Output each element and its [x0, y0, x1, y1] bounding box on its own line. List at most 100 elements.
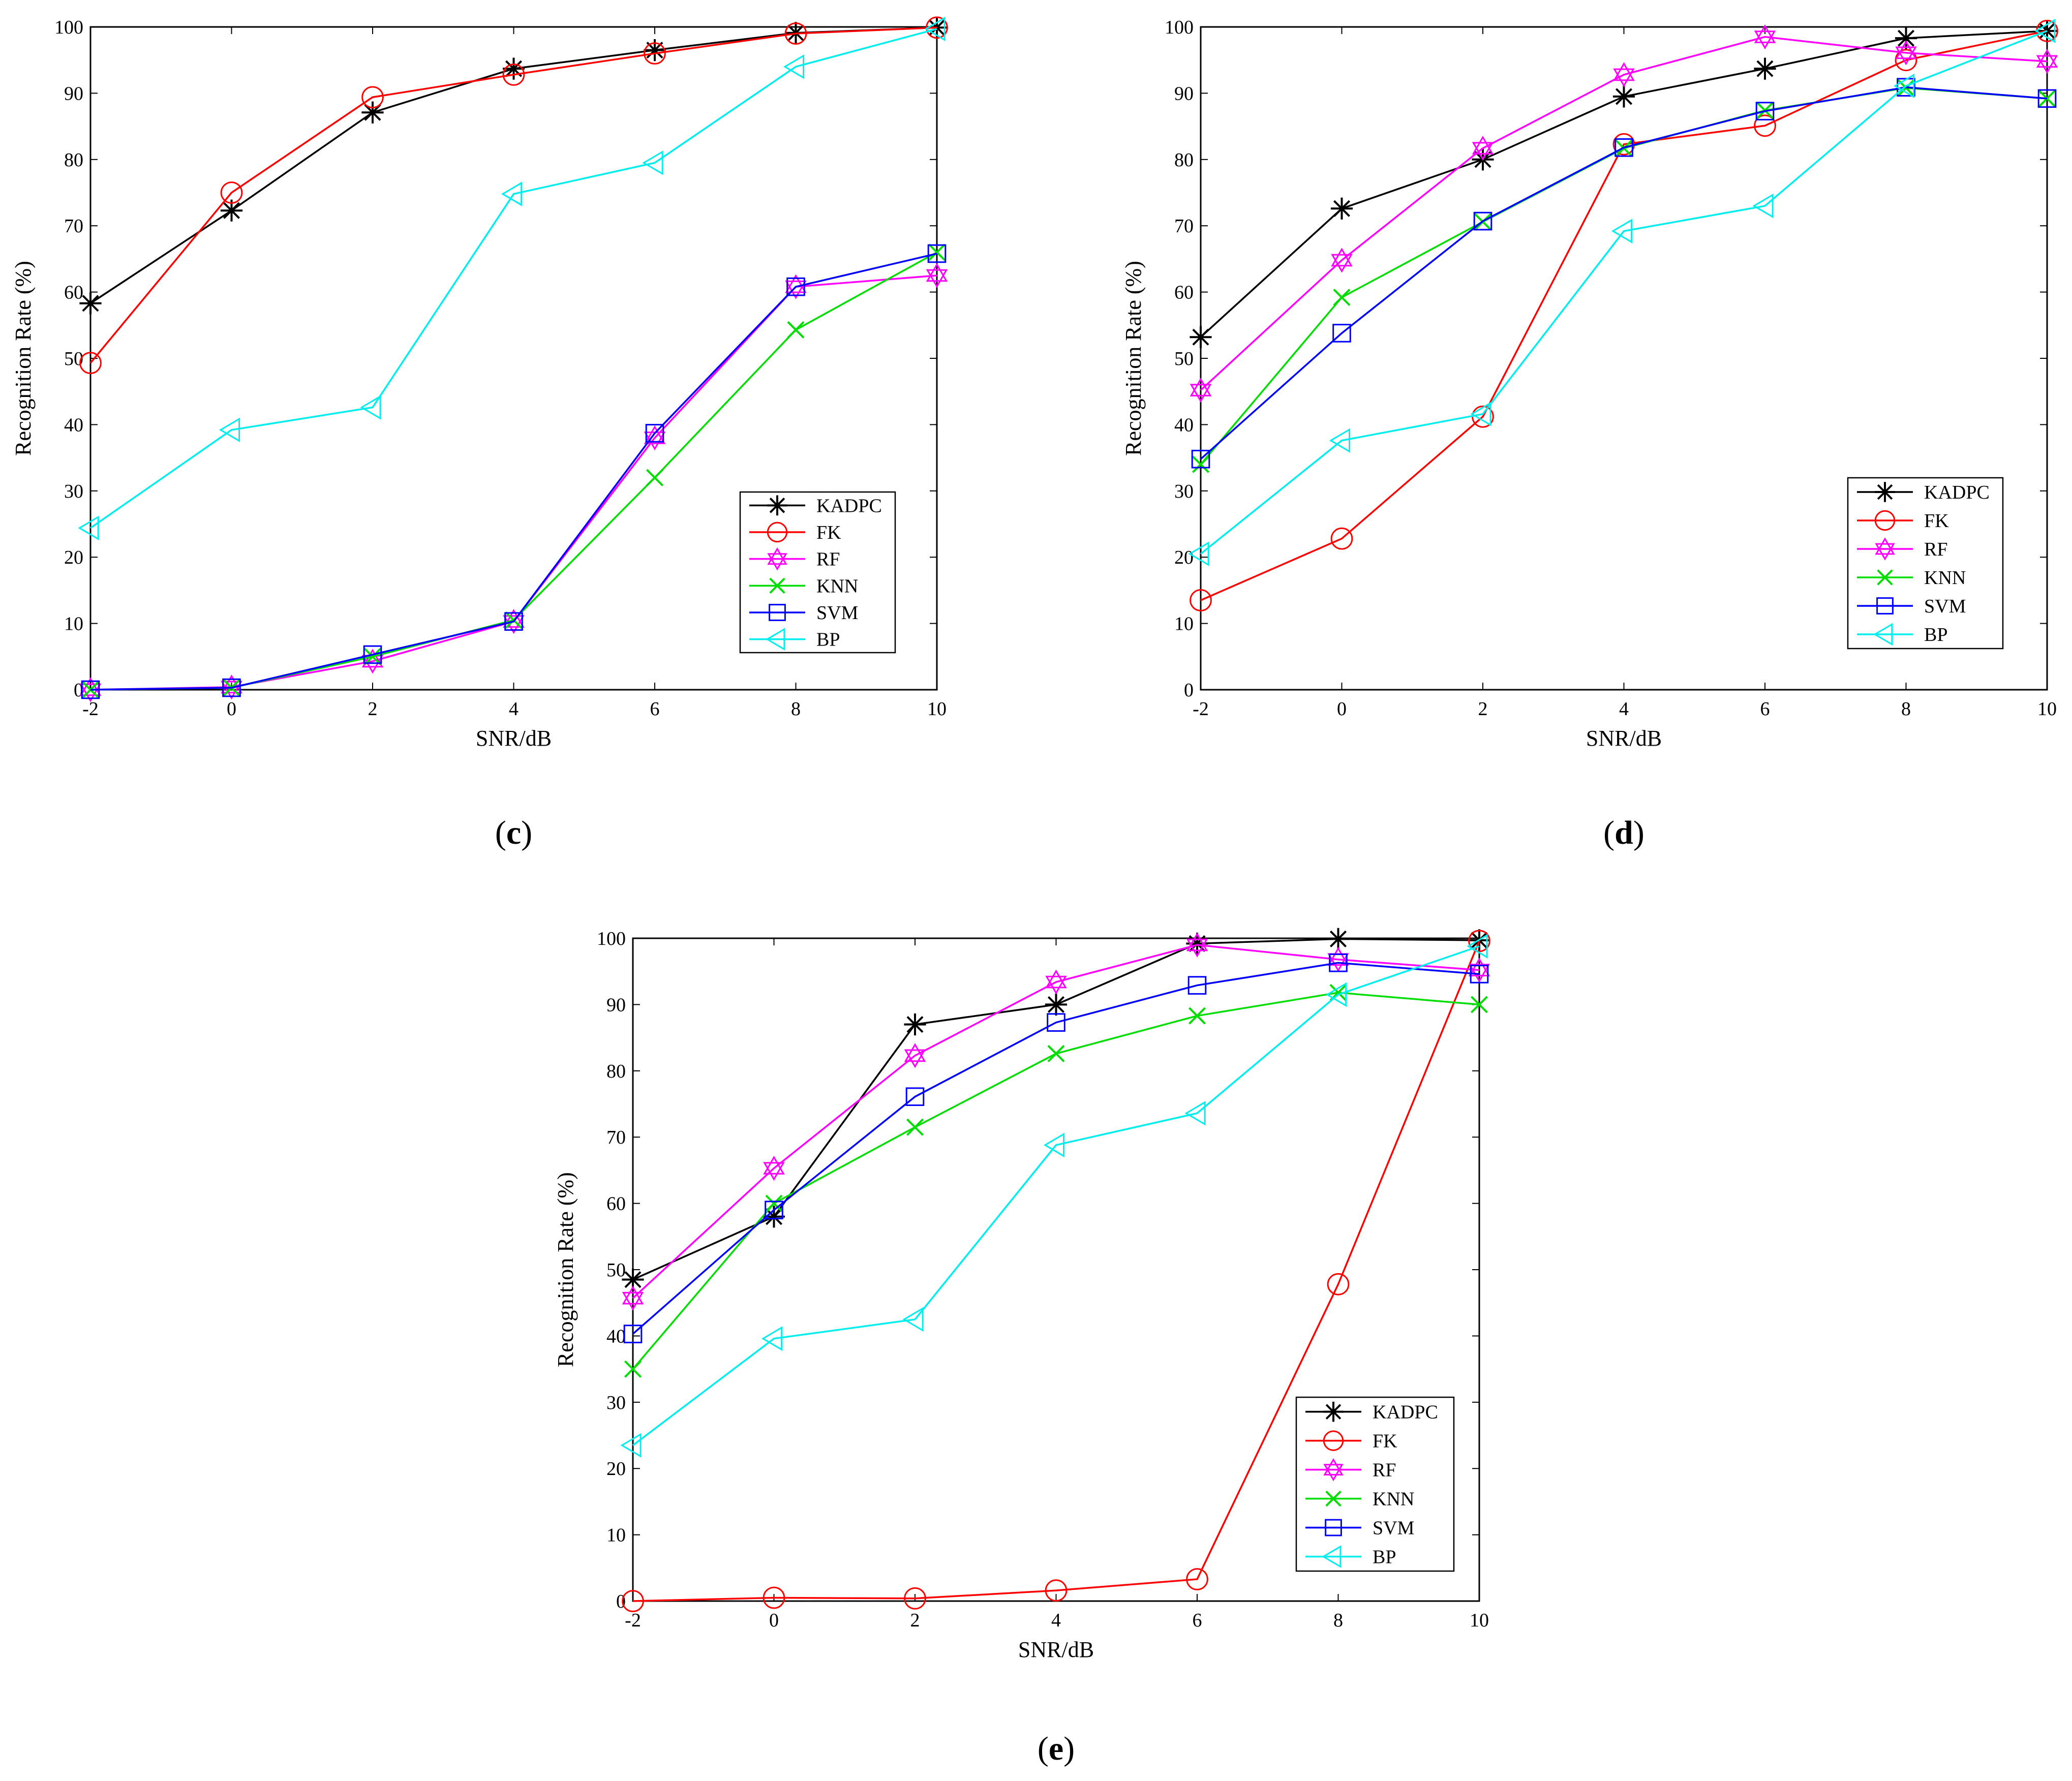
marker-star	[644, 39, 666, 62]
y-tick-label: 70	[1174, 216, 1194, 237]
marker-star	[1754, 57, 1776, 80]
marker-triangle-left	[1184, 1101, 1206, 1126]
marker-x	[787, 321, 805, 339]
legend-label: FK	[816, 522, 841, 543]
marker-hexagram	[622, 1292, 644, 1311]
marker-circle	[361, 86, 384, 109]
legend-entry-knn: KNN	[1857, 567, 1966, 589]
legend-label: RF	[1924, 539, 1947, 560]
series-line	[632, 945, 1480, 1446]
marker-square	[905, 1087, 925, 1106]
legend-box	[1847, 477, 2004, 650]
marker-hexagram	[1190, 377, 1212, 396]
marker-hexagram	[926, 263, 948, 282]
legend-entry-rf: RF	[749, 547, 840, 571]
marker-square	[1614, 138, 1633, 157]
marker-square	[1876, 597, 1894, 615]
marker-hexagram	[503, 609, 525, 628]
marker-hexagram	[1895, 46, 1917, 66]
marker-hexagram	[785, 274, 807, 293]
legend-entry-knn: KNN	[1305, 1489, 1414, 1510]
legend-label: FK	[1373, 1431, 1397, 1452]
y-tick-label: 50	[1174, 348, 1194, 370]
panel-letter: c	[506, 814, 521, 851]
marker-square	[645, 424, 664, 443]
legend-label: KADPC	[816, 495, 882, 516]
legend-entry-kadpc: KADPC	[1857, 482, 1990, 503]
marker-triangle-left	[620, 1433, 642, 1458]
legend-label: BP	[816, 629, 840, 651]
marker-circle	[644, 42, 666, 65]
marker-triangle-left	[1322, 1545, 1342, 1568]
panel-letter: d	[1614, 814, 1633, 851]
marker-square	[927, 244, 947, 263]
marker-hexagram	[1045, 975, 1067, 995]
marker-square	[1329, 953, 1348, 972]
x-tick-label: -2	[1193, 698, 1209, 720]
series-svm	[623, 953, 1489, 1343]
marker-x	[624, 1360, 642, 1378]
y-tick-label: 10	[606, 1525, 626, 1546]
legend-box	[739, 491, 896, 654]
marker-hexagram	[79, 683, 102, 702]
marker-square	[1332, 324, 1351, 343]
series-bp	[1188, 18, 2056, 566]
marker-triangle-left	[1325, 982, 1347, 1007]
marker-hexagram	[926, 269, 948, 288]
marker-hexagram	[767, 547, 787, 565]
y-tick-label: 50	[606, 1260, 626, 1281]
y-tick-label: 40	[606, 1326, 626, 1347]
marker-circle	[767, 521, 788, 543]
marker-triangle-left	[501, 181, 523, 206]
y-tick-label: 90	[1174, 83, 1194, 104]
marker-circle	[1874, 510, 1896, 531]
marker-square	[623, 1325, 643, 1343]
marker-hexagram	[1331, 248, 1353, 267]
marker-star	[502, 57, 525, 80]
marker-star	[1327, 928, 1350, 950]
marker-square	[1047, 1013, 1065, 1032]
series-line	[1200, 30, 2048, 555]
series-line	[632, 940, 1480, 1602]
marker-triangle-left	[1467, 934, 1488, 959]
marker-star	[1612, 85, 1635, 108]
series-svm	[81, 244, 947, 699]
marker-square	[1470, 965, 1489, 984]
marker-square	[81, 680, 100, 699]
marker-triangle-left	[219, 417, 240, 443]
marker-square	[504, 612, 523, 631]
marker-square	[786, 277, 805, 296]
legend-entry-kadpc: KADPC	[1305, 1402, 1438, 1423]
marker-square	[1473, 211, 1492, 231]
legend-box	[1295, 1396, 1455, 1572]
legend-entry-rf: RF	[1857, 537, 1947, 561]
marker-hexagram	[1472, 142, 1494, 161]
marker-x	[906, 1118, 924, 1136]
x-tick-label: 6	[1760, 698, 1770, 720]
marker-x	[928, 243, 946, 261]
x-tick-label: 2	[910, 1610, 920, 1631]
marker-circle	[1190, 589, 1212, 611]
x-tick-label: 10	[927, 698, 947, 720]
marker-hexagram	[1327, 947, 1349, 966]
series-rf	[1190, 24, 2058, 403]
series-line	[89, 26, 937, 364]
marker-circle	[1045, 1579, 1068, 1602]
marker-hexagram	[904, 1049, 926, 1068]
marker-triangle-left	[766, 628, 785, 651]
legend-label: KNN	[1924, 567, 1966, 589]
y-tick-label: 100	[597, 928, 626, 949]
x-tick-label: 4	[1051, 1610, 1061, 1631]
marker-star	[767, 495, 787, 516]
y-tick-label: 10	[1174, 613, 1194, 635]
y-tick-label: 10	[64, 613, 83, 635]
series-rf	[622, 932, 1490, 1311]
marker-square	[363, 645, 382, 664]
marker-circle	[1330, 527, 1353, 550]
marker-triangle-left	[1873, 623, 1893, 646]
x-tick-label: 10	[1470, 1610, 1489, 1631]
marker-x	[769, 577, 785, 594]
chart-panel-c: -2 0 2 4 6 8 100102030405060708090100SNR/dBRec…	[11, 16, 948, 851]
y-tick-label: 60	[606, 1193, 626, 1215]
